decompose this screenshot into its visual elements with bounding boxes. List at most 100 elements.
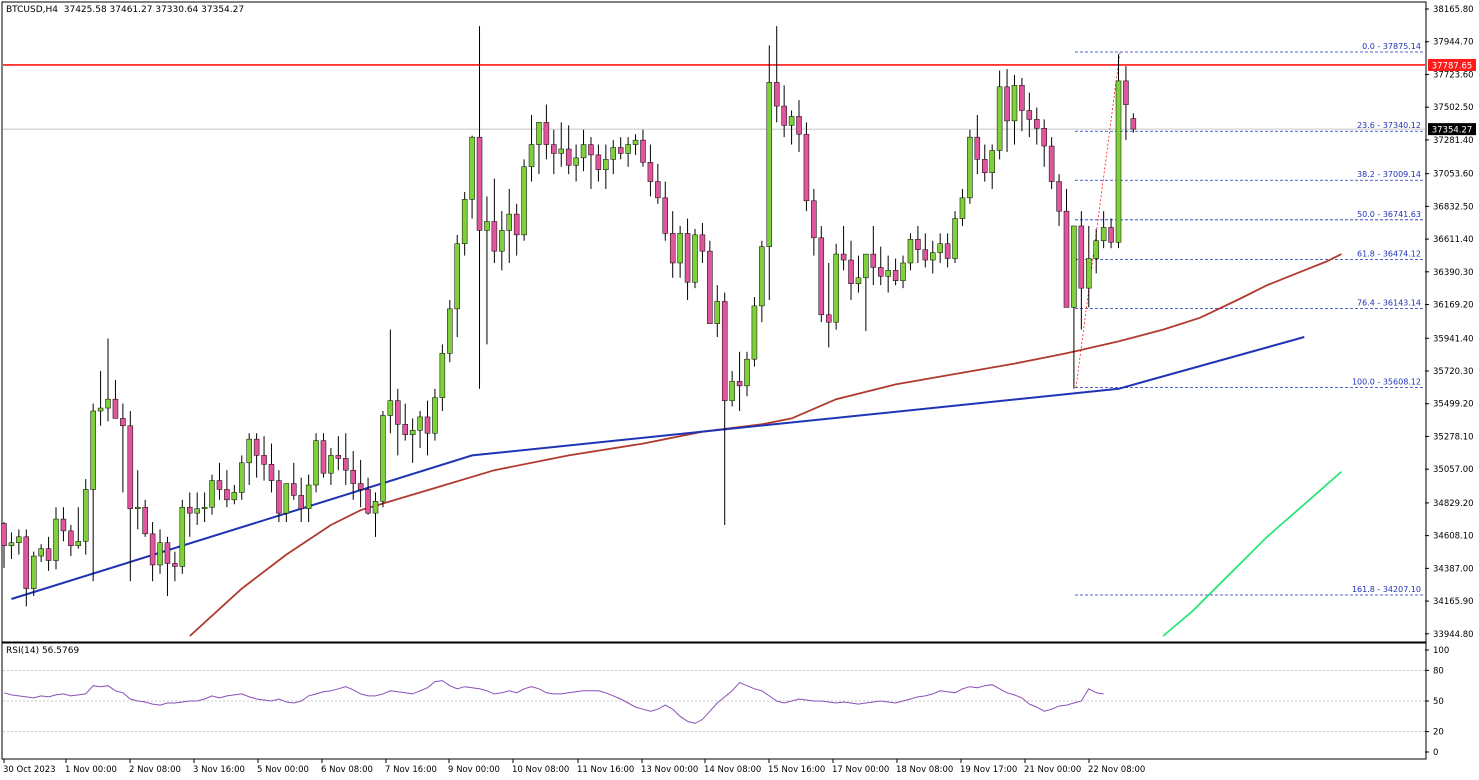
bull-candle[interactable] xyxy=(439,353,446,398)
bull-candle[interactable] xyxy=(692,234,698,283)
bear-candle[interactable] xyxy=(655,181,661,199)
bear-candle[interactable] xyxy=(476,136,483,231)
bear-candle[interactable] xyxy=(261,455,267,465)
bear-candle[interactable] xyxy=(825,314,832,323)
bear-candle[interactable] xyxy=(68,530,74,546)
bear-candle[interactable] xyxy=(1048,145,1055,182)
bear-candle[interactable] xyxy=(335,455,342,459)
bull-candle[interactable] xyxy=(16,536,22,543)
bear-candle[interactable] xyxy=(551,144,557,154)
bull-candle[interactable] xyxy=(328,455,334,474)
moving-average-green[interactable] xyxy=(1162,471,1342,637)
bear-candle[interactable] xyxy=(647,162,654,182)
bear-candle[interactable] xyxy=(216,480,223,490)
bear-candle[interactable] xyxy=(365,489,371,514)
bull-candle[interactable] xyxy=(1093,240,1099,259)
bear-candle[interactable] xyxy=(1078,225,1085,289)
support-trendline[interactable] xyxy=(11,336,1305,600)
bear-candle[interactable] xyxy=(565,148,572,166)
bull-candle[interactable] xyxy=(372,501,379,514)
bear-candle[interactable] xyxy=(513,213,520,236)
bull-candle[interactable] xyxy=(989,150,995,173)
bull-candle[interactable] xyxy=(417,416,423,431)
bull-candle[interactable] xyxy=(53,518,59,561)
bear-candle[interactable] xyxy=(684,233,691,283)
bull-candle[interactable] xyxy=(283,483,290,514)
bear-candle[interactable] xyxy=(291,483,297,496)
bull-candle[interactable] xyxy=(967,136,973,199)
bull-candle[interactable] xyxy=(625,144,631,154)
fib-anchor-line[interactable] xyxy=(1075,51,1121,388)
bear-candle[interactable] xyxy=(699,234,706,252)
bear-candle[interactable] xyxy=(707,250,713,324)
bull-candle[interactable] xyxy=(30,555,37,589)
bear-candle[interactable] xyxy=(944,243,951,259)
bear-candle[interactable] xyxy=(491,221,498,252)
bull-candle[interactable] xyxy=(677,233,683,264)
bear-candle[interactable] xyxy=(915,239,921,250)
bear-candle[interactable] xyxy=(848,259,854,284)
bear-candle[interactable] xyxy=(721,301,728,401)
bull-candle[interactable] xyxy=(38,548,44,557)
bear-candle[interactable] xyxy=(781,105,787,126)
bear-candle[interactable] xyxy=(142,506,148,535)
bull-candle[interactable] xyxy=(833,253,839,323)
bear-candle[interactable] xyxy=(268,464,275,481)
bull-candle[interactable] xyxy=(603,159,609,170)
bear-candle[interactable] xyxy=(112,398,119,419)
bear-candle[interactable] xyxy=(395,400,401,425)
bear-candle[interactable] xyxy=(224,489,230,501)
bull-candle[interactable] xyxy=(610,147,617,160)
bear-candle[interactable] xyxy=(736,381,743,387)
bear-candle[interactable] xyxy=(149,533,156,566)
bear-candle[interactable] xyxy=(187,506,193,514)
bear-candle[interactable] xyxy=(870,253,877,268)
bear-candle[interactable] xyxy=(1108,227,1114,243)
bull-candle[interactable] xyxy=(751,305,758,360)
bull-candle[interactable] xyxy=(1011,85,1018,122)
bull-candle[interactable] xyxy=(536,122,542,145)
bear-candle[interactable] xyxy=(402,424,408,435)
bull-candle[interactable] xyxy=(105,398,111,409)
bear-candle[interactable] xyxy=(1,523,7,546)
bear-candle[interactable] xyxy=(1034,119,1040,129)
bull-candle[interactable] xyxy=(959,197,966,219)
bear-candle[interactable] xyxy=(922,249,929,261)
bull-candle[interactable] xyxy=(759,246,765,307)
bear-candle[interactable] xyxy=(617,147,624,154)
bull-candle[interactable] xyxy=(82,489,89,542)
bull-candle[interactable] xyxy=(863,253,869,279)
bear-candle[interactable] xyxy=(796,116,802,135)
bear-candle[interactable] xyxy=(1019,85,1025,111)
bull-candle[interactable] xyxy=(930,252,936,261)
bear-candle[interactable] xyxy=(343,458,349,471)
bull-candle[interactable] xyxy=(632,139,639,145)
bear-candle[interactable] xyxy=(45,548,52,561)
bear-candle[interactable] xyxy=(1026,110,1033,120)
bull-candle[interactable] xyxy=(1115,80,1122,243)
bull-candle[interactable] xyxy=(855,277,862,284)
bull-candle[interactable] xyxy=(432,397,438,434)
bear-candle[interactable] xyxy=(1056,181,1062,212)
bear-candle[interactable] xyxy=(23,536,30,589)
bull-candle[interactable] xyxy=(937,243,943,253)
bull-candle[interactable] xyxy=(97,407,104,412)
bull-candle[interactable] xyxy=(499,230,505,252)
bull-candle[interactable] xyxy=(8,542,15,546)
bear-candle[interactable] xyxy=(803,133,810,202)
bull-candle[interactable] xyxy=(409,429,416,435)
bull-candle[interactable] xyxy=(729,381,735,401)
bull-candle[interactable] xyxy=(179,506,186,567)
bull-candle[interactable] xyxy=(209,480,215,508)
bull-candle[interactable] xyxy=(246,438,252,464)
bull-candle[interactable] xyxy=(900,262,906,281)
bull-candle[interactable] xyxy=(744,358,750,387)
bull-candle[interactable] xyxy=(714,301,721,324)
bull-candle[interactable] xyxy=(461,199,468,244)
bull-candle[interactable] xyxy=(484,221,490,231)
bear-candle[interactable] xyxy=(357,483,364,490)
bull-candle[interactable] xyxy=(506,213,512,231)
bull-candle[interactable] xyxy=(788,116,795,126)
bull-candle[interactable] xyxy=(766,82,773,247)
bear-candle[interactable] xyxy=(892,270,899,281)
